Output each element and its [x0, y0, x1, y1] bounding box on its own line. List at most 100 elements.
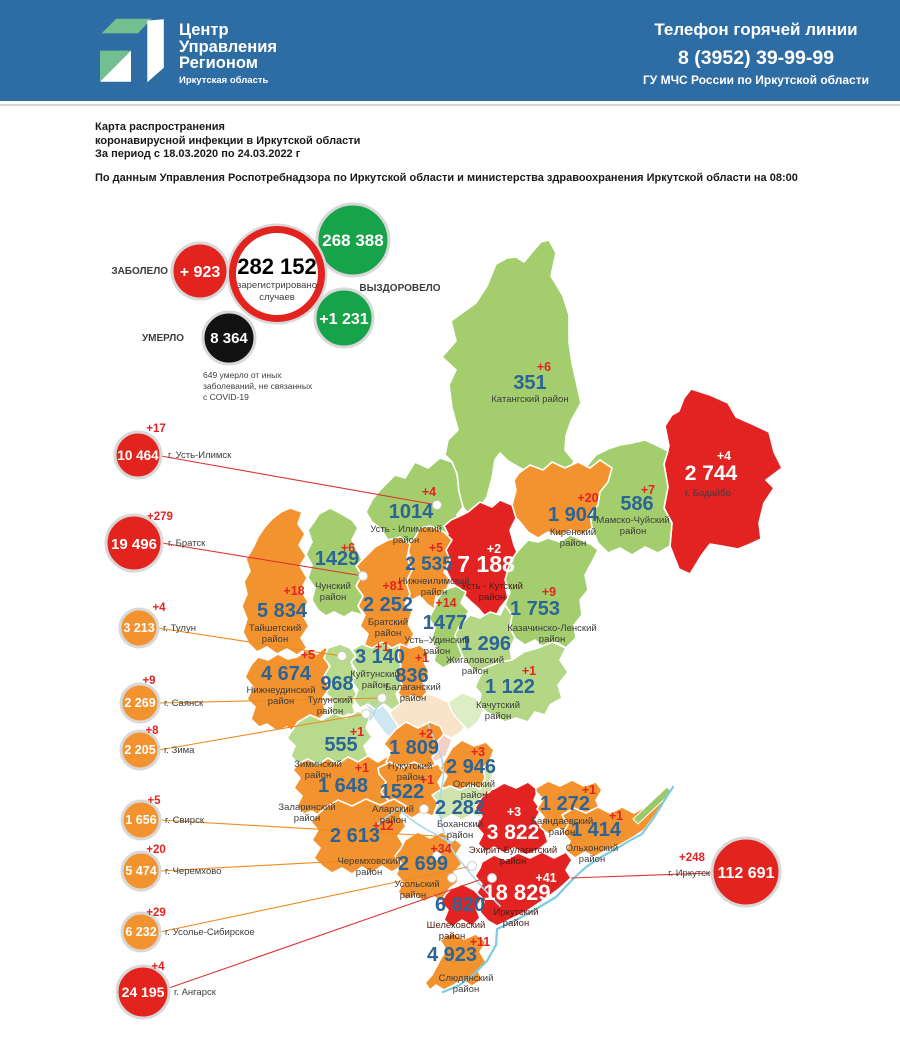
- svg-text:+34: +34: [430, 842, 451, 856]
- svg-text:268 388: 268 388: [322, 231, 383, 250]
- svg-text:г. Усолье-Сибирское: г. Усолье-Сибирское: [165, 927, 255, 938]
- svg-text:+18: +18: [283, 584, 304, 598]
- svg-text:1 414: 1 414: [571, 819, 622, 841]
- svg-text:1429: 1429: [315, 548, 360, 570]
- svg-text:7 188: 7 188: [457, 551, 515, 577]
- svg-text:г. Свирск: г. Свирск: [165, 815, 205, 826]
- svg-text:Тулунский: Тулунский: [308, 695, 353, 706]
- svg-text:Эхирит-Булагатский: Эхирит-Булагатский: [469, 845, 557, 856]
- svg-text:Аларский: Аларский: [372, 804, 414, 815]
- svg-text:8 364: 8 364: [210, 330, 248, 347]
- svg-text:+41: +41: [535, 871, 556, 885]
- svg-text:2 744: 2 744: [685, 462, 738, 485]
- svg-text:зарегистрировано: зарегистрировано: [237, 280, 317, 291]
- svg-text:с COVID-19: с COVID-19: [203, 392, 249, 402]
- svg-text:г. Иркутск: г. Иркутск: [668, 868, 711, 879]
- svg-text:район: район: [620, 526, 646, 537]
- svg-text:1 648: 1 648: [318, 775, 368, 797]
- svg-text:Усть–Удинский: Усть–Удинский: [404, 635, 470, 646]
- svg-text:+12: +12: [372, 819, 393, 833]
- svg-text:+7: +7: [641, 483, 655, 497]
- svg-text:3 140: 3 140: [355, 646, 405, 668]
- svg-text:1522: 1522: [380, 781, 425, 803]
- svg-text:+3: +3: [507, 805, 521, 819]
- svg-text:район: район: [393, 535, 419, 546]
- svg-text:район: район: [479, 592, 505, 603]
- svg-text:4 923: 4 923: [427, 944, 477, 966]
- svg-text:Нижнеудинский: Нижнеудинский: [247, 685, 316, 696]
- svg-text:3 213: 3 213: [123, 621, 154, 635]
- svg-text:1 122: 1 122: [485, 676, 535, 698]
- svg-text:район: район: [453, 984, 479, 995]
- svg-text:район: район: [400, 890, 426, 901]
- svg-text:район: район: [549, 827, 575, 838]
- svg-text:район: район: [400, 693, 426, 704]
- svg-text:Боханский: Боханский: [437, 819, 483, 830]
- svg-text:Балаганский: Балаганский: [385, 682, 441, 693]
- svg-text:Братский: Братский: [368, 617, 408, 628]
- svg-text:+1: +1: [355, 761, 369, 775]
- svg-text:Ольхонский: Ольхонский: [566, 843, 618, 854]
- svg-text:+1: +1: [420, 773, 434, 787]
- svg-text:1 753: 1 753: [510, 598, 560, 620]
- svg-text:+2: +2: [419, 727, 433, 741]
- svg-text:район: район: [380, 815, 406, 826]
- svg-text:5 834: 5 834: [257, 600, 308, 622]
- svg-text:район: район: [579, 854, 605, 865]
- svg-text:2 269: 2 269: [124, 696, 155, 710]
- svg-text:г. Черемхово: г. Черемхово: [165, 866, 221, 877]
- svg-text:+1: +1: [609, 809, 623, 823]
- svg-text:+279: +279: [147, 511, 173, 523]
- svg-text:2 205: 2 205: [124, 743, 155, 757]
- svg-text:351: 351: [513, 372, 546, 394]
- svg-text:заболеваний, не связанных: заболеваний, не связанных: [203, 381, 313, 391]
- svg-text:+5: +5: [301, 648, 315, 662]
- svg-text:+6: +6: [537, 360, 551, 374]
- svg-text:Тайшетский: Тайшетский: [249, 623, 301, 634]
- svg-text:Зиминский: Зиминский: [294, 759, 342, 770]
- svg-text:+1: +1: [522, 664, 536, 678]
- svg-text:282 152: 282 152: [237, 254, 317, 279]
- svg-text:19 496: 19 496: [111, 536, 157, 553]
- svg-text:+20: +20: [146, 844, 166, 856]
- svg-text:+5: +5: [147, 795, 161, 807]
- svg-text:+4: +4: [422, 485, 436, 499]
- svg-text:1 809: 1 809: [389, 737, 439, 759]
- svg-text:+20: +20: [577, 491, 598, 505]
- svg-text:112 691: 112 691: [718, 865, 775, 882]
- svg-text:Мамско-Чуйский: Мамско-Чуйский: [596, 515, 669, 526]
- svg-text:район: район: [268, 696, 294, 707]
- svg-text:+11: +11: [470, 935, 491, 949]
- svg-text:район: район: [462, 666, 488, 677]
- svg-text:г. Ангарск: г. Ангарск: [174, 987, 217, 998]
- svg-text:г. Братск: г. Братск: [168, 538, 206, 549]
- svg-text:+2: +2: [487, 542, 501, 556]
- svg-text:район: район: [560, 538, 586, 549]
- svg-text:10 464: 10 464: [117, 448, 159, 463]
- svg-text:район: район: [375, 628, 401, 639]
- svg-text:1 296: 1 296: [461, 633, 511, 655]
- svg-text:4 674: 4 674: [261, 663, 312, 685]
- svg-text:+4: +4: [152, 602, 166, 614]
- svg-text:район: район: [397, 772, 423, 783]
- svg-text:Черемховский: Черемховский: [337, 856, 400, 867]
- svg-text:Киренский: Киренский: [550, 527, 596, 538]
- svg-text:2 252: 2 252: [363, 594, 413, 616]
- svg-text:1 272: 1 272: [540, 793, 590, 815]
- svg-text:Усть - Илимский: Усть - Илимский: [370, 524, 442, 535]
- svg-text:1 904: 1 904: [548, 504, 599, 526]
- svg-text:836: 836: [395, 665, 428, 687]
- svg-text:район: район: [439, 931, 465, 942]
- svg-text:+14: +14: [435, 596, 456, 610]
- svg-text:+3: +3: [471, 745, 485, 759]
- svg-text:случаев: случаев: [259, 292, 295, 303]
- svg-text:Нукутский: Нукутский: [388, 761, 432, 772]
- svg-text:968: 968: [320, 673, 353, 695]
- svg-text:Осинский: Осинский: [453, 779, 495, 790]
- svg-text:6 232: 6 232: [125, 925, 156, 939]
- svg-text:555: 555: [324, 734, 357, 756]
- svg-text:Заларинский: Заларинский: [278, 802, 335, 813]
- svg-text:Усольский: Усольский: [394, 879, 439, 890]
- svg-text:6 820: 6 820: [435, 894, 485, 916]
- svg-text:+5: +5: [429, 541, 443, 555]
